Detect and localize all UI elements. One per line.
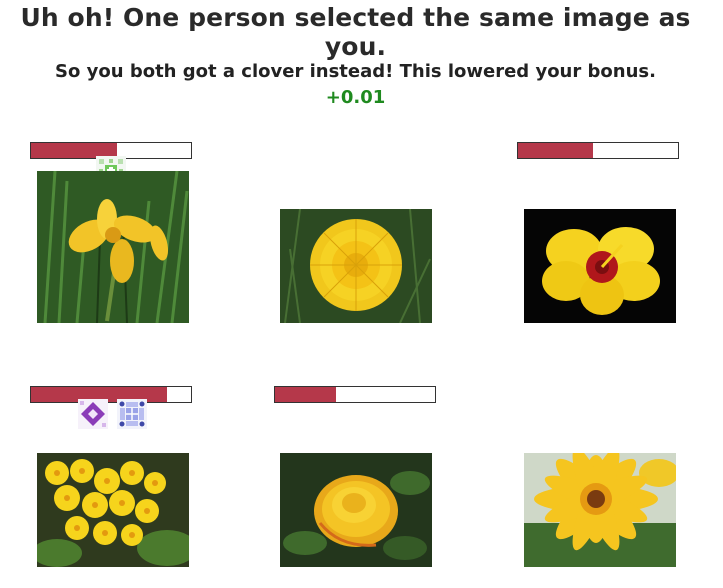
selection-bar-fill (275, 387, 336, 402)
result-explanation: So you both got a clover instead! This l… (55, 61, 656, 82)
result-headline: Uh oh! One person selected the same imag… (20, 3, 691, 61)
selection-bar-fill (31, 387, 167, 402)
gerbera-flower-image[interactable] (524, 453, 676, 567)
dandelion-flower-image[interactable] (280, 209, 432, 323)
selection-bar (30, 386, 192, 403)
hibiscus-flower-image[interactable] (524, 209, 676, 323)
iris-flower-image[interactable] (37, 171, 189, 323)
bonus-change: +0.01 (325, 87, 386, 108)
purple-diamond-avatar-icon (78, 399, 108, 429)
selection-bar-fill (518, 143, 594, 158)
rose-flower-image[interactable] (280, 453, 432, 567)
selection-bar (517, 142, 679, 159)
primrose-flower-image[interactable] (37, 453, 189, 567)
selection-bar-fill (31, 143, 118, 158)
selection-bar (274, 386, 436, 403)
blue-grid-avatar-icon (117, 399, 147, 429)
